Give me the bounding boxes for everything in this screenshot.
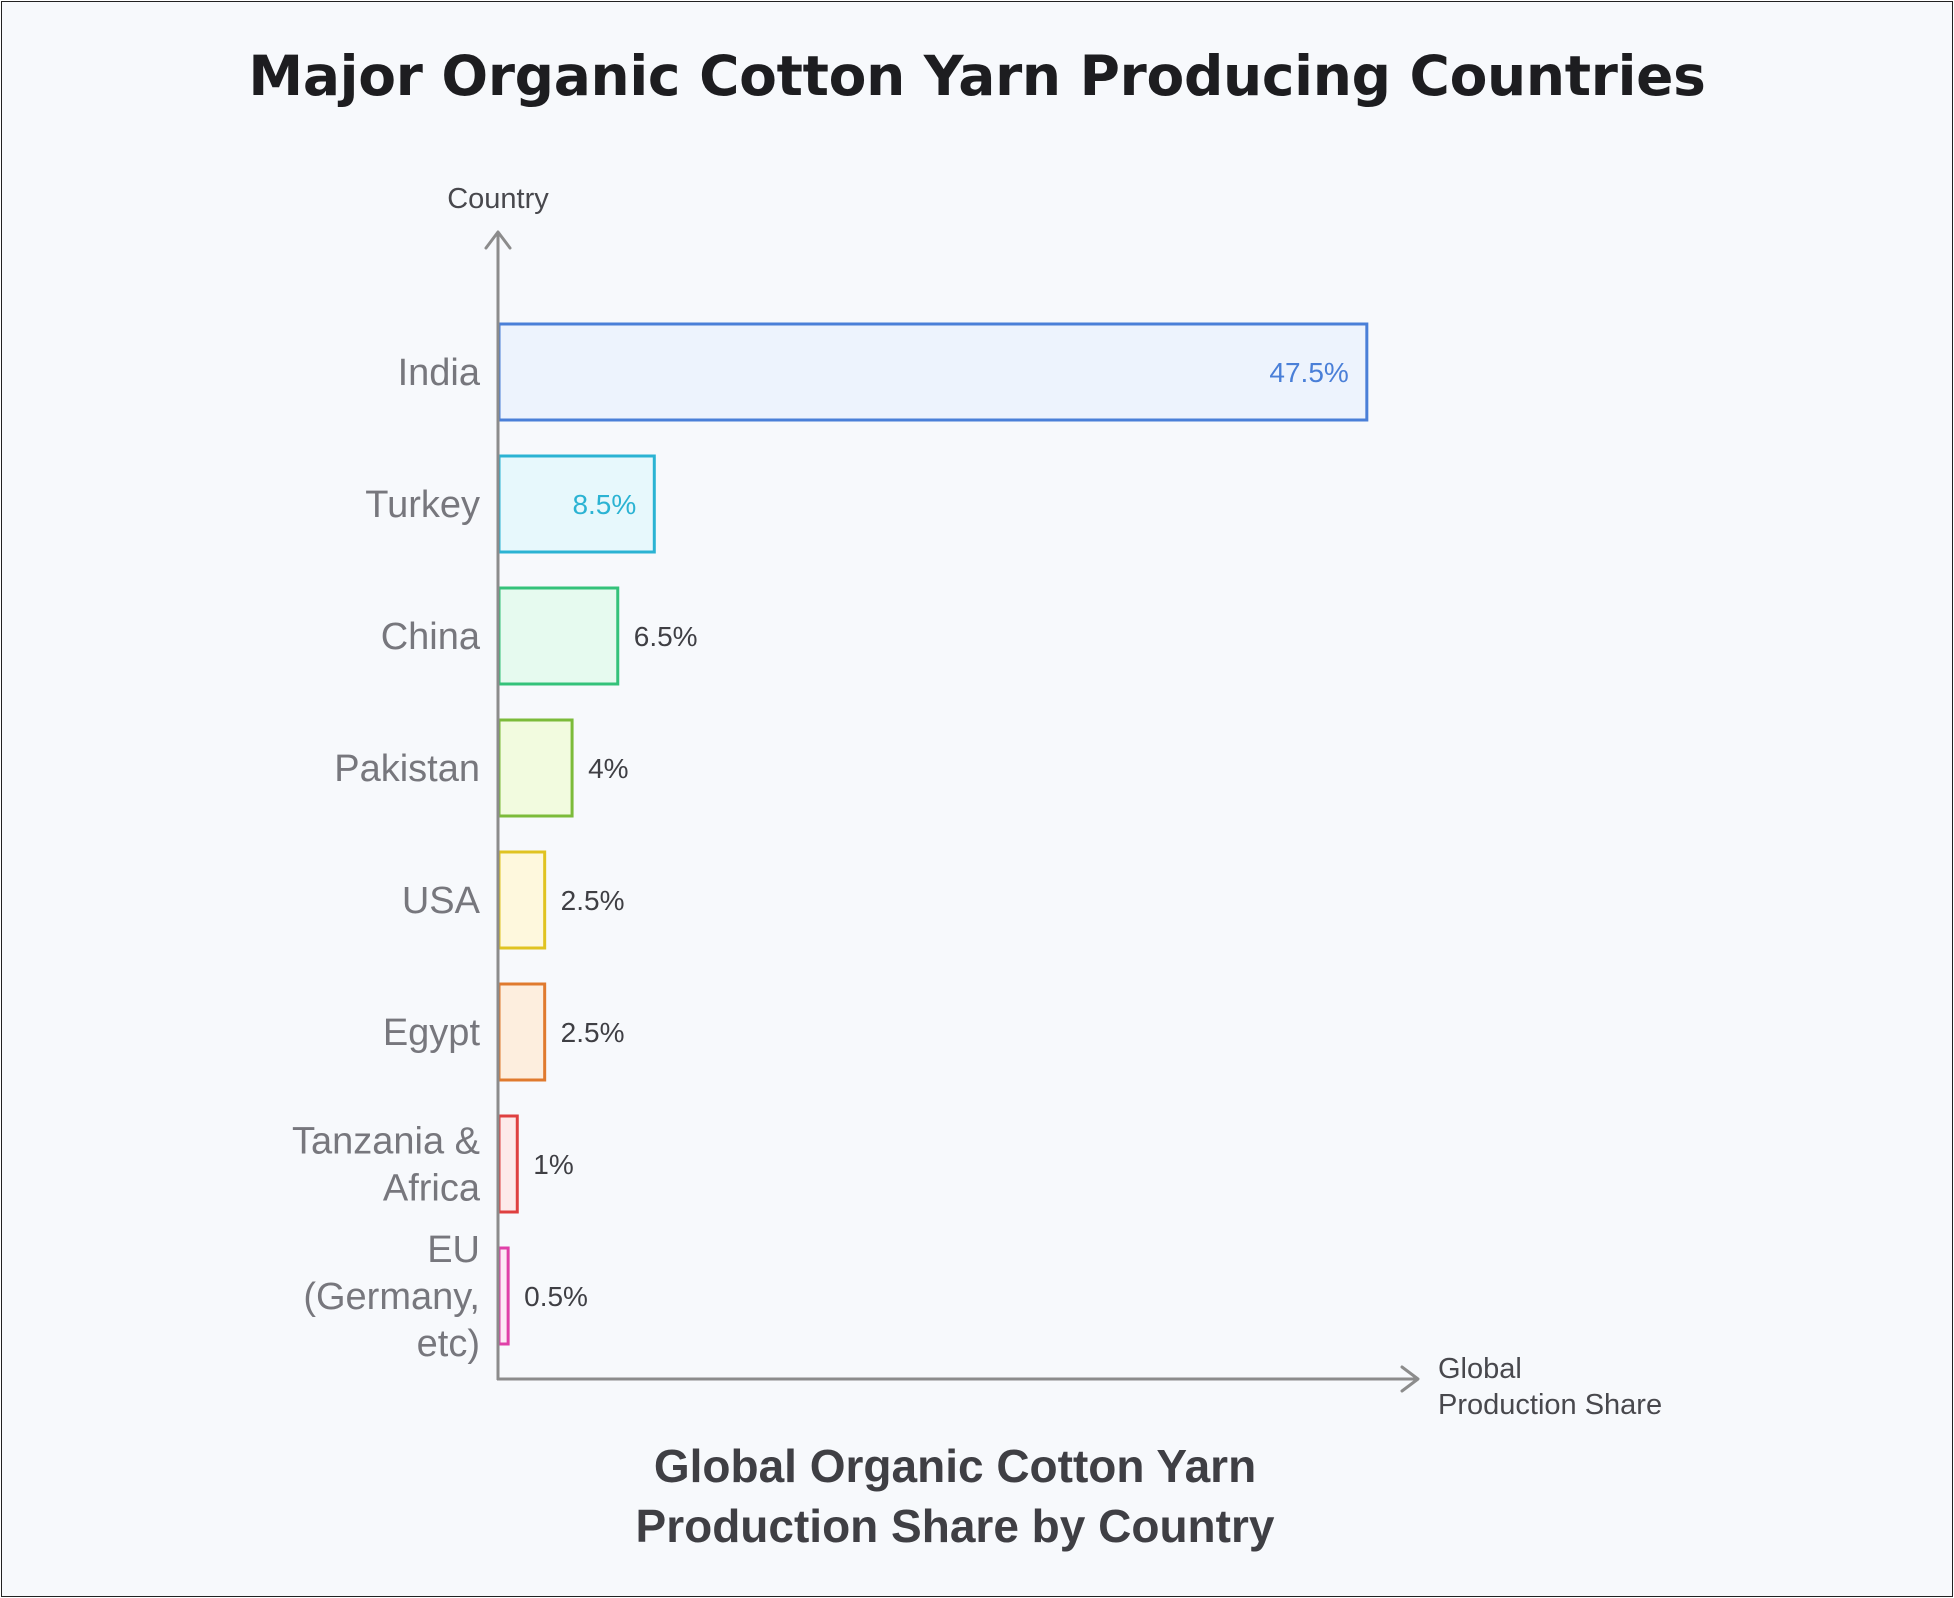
- value-label-4: 2.5%: [561, 885, 625, 916]
- chart-title: Major Organic Cotton Yarn Producing Coun…: [248, 44, 1706, 108]
- category-label-2: China: [381, 616, 481, 658]
- category-label-3: Pakistan: [334, 748, 480, 790]
- bar-1: [497, 454, 656, 554]
- category-label-0: India: [398, 352, 481, 394]
- chart-subtitle-text: Global Organic Cotton Yarn Production Sh…: [635, 1440, 1275, 1552]
- bars-layer: [497, 322, 1369, 1346]
- bar-6: [497, 1114, 519, 1214]
- category-label-4: USA: [402, 880, 481, 922]
- axes: [484, 230, 1420, 1393]
- bar-3: [497, 718, 574, 818]
- chart-subtitle: Global Organic Cotton Yarn Production Sh…: [0, 1436, 1910, 1556]
- y-axis-arrow-icon: [484, 230, 512, 250]
- bar-2: [497, 586, 620, 686]
- category-label-7: EU (Germany, etc): [303, 1229, 480, 1365]
- value-label-2: 6.5%: [634, 621, 698, 652]
- x-axis-arrow-icon: [1400, 1365, 1420, 1393]
- value-label-0: 47.5%: [1269, 357, 1348, 388]
- value-label-5: 2.5%: [561, 1017, 625, 1048]
- category-label-5: Egypt: [383, 1012, 481, 1054]
- value-label-3: 4%: [588, 753, 628, 784]
- bar-5: [497, 982, 547, 1082]
- bar-0: [497, 322, 1369, 422]
- value-label-7: 0.5%: [524, 1281, 588, 1312]
- y-axis-title: Country: [447, 183, 549, 215]
- category-label-6: Tanzania & Africa: [292, 1121, 481, 1210]
- bar-7: [497, 1246, 510, 1346]
- x-axis-title: Global Production Share: [1438, 1353, 1662, 1421]
- value-label-1: 8.5%: [572, 489, 636, 520]
- category-label-1: Turkey: [365, 484, 480, 526]
- bar-4: [497, 850, 547, 950]
- value-label-6: 1%: [533, 1149, 573, 1180]
- labels-layer: India 47.5% Turkey 8.5% China 6.5% Pakistan 4% U…: [292, 352, 1349, 1365]
